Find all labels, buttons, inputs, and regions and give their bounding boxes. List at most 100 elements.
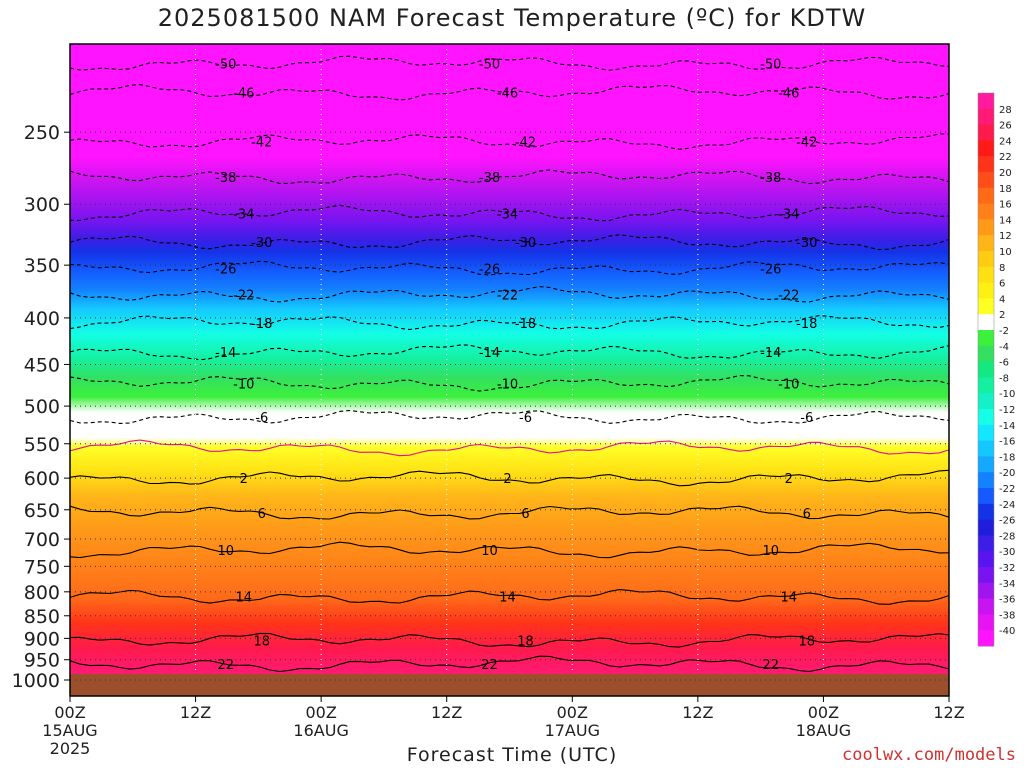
contour-label: -30 xyxy=(515,236,536,251)
colorbar-label: 16 xyxy=(999,200,1012,211)
contour-18 xyxy=(69,632,950,648)
colorbar-label: -6 xyxy=(999,358,1009,369)
contour-label: -34 xyxy=(497,207,518,222)
contour-label: -50 xyxy=(479,57,500,72)
x-tick-label: 12Z xyxy=(180,703,211,722)
colorbar-swatch xyxy=(978,456,994,473)
contour-label: 2 xyxy=(785,472,793,487)
contour-label: -42 xyxy=(796,136,817,151)
colorbar-label: 24 xyxy=(999,136,1012,147)
x-tick-year: 2025 xyxy=(50,739,91,758)
colorbar-label: 28 xyxy=(999,105,1012,116)
colorbar-swatch xyxy=(978,345,994,363)
colorbar-label: -28 xyxy=(999,531,1015,542)
colorbar-swatch xyxy=(978,108,994,126)
contour-label: -38 xyxy=(479,171,500,186)
colorbar-label: -34 xyxy=(999,579,1015,590)
contour--6 xyxy=(69,409,950,424)
contour-10 xyxy=(69,541,950,559)
colorbar-label: 14 xyxy=(999,215,1012,226)
contour-label: -30 xyxy=(796,236,817,251)
contour-label: -46 xyxy=(233,86,254,101)
contour-label: -10 xyxy=(497,377,518,392)
contour-label: 18 xyxy=(517,635,534,650)
x-tick-label: 12Z xyxy=(933,703,964,722)
y-tick-label: 350 xyxy=(24,255,60,277)
contour-label: -6 xyxy=(255,411,268,426)
colorbar-label: -8 xyxy=(999,373,1009,384)
contour-label: 14 xyxy=(236,591,253,606)
contour-22 xyxy=(69,655,950,673)
y-tick-label: 300 xyxy=(24,194,60,216)
contour-label: -46 xyxy=(497,86,518,101)
colorbar-swatch xyxy=(978,282,994,299)
contour-label: -14 xyxy=(479,346,500,361)
colorbar-label: -4 xyxy=(999,342,1009,353)
contour--22 xyxy=(69,286,950,303)
colorbar-swatch xyxy=(978,582,994,600)
colorbar-label: 26 xyxy=(999,121,1012,132)
colorbar-label: -22 xyxy=(999,484,1015,495)
contour-label: 14 xyxy=(499,591,516,606)
colorbar-label: 10 xyxy=(999,247,1012,258)
colorbar-label: 18 xyxy=(999,184,1012,195)
contour-label: 10 xyxy=(218,544,235,559)
colorbar-swatch xyxy=(978,535,994,552)
y-tick-label: 550 xyxy=(24,434,60,456)
contour-label: -34 xyxy=(233,207,254,222)
x-tick-date: 18AUG xyxy=(796,721,851,740)
contour-6 xyxy=(69,505,950,520)
colorbar-swatch xyxy=(978,140,994,157)
colorbar-label: -20 xyxy=(999,468,1015,479)
colorbar-label: -12 xyxy=(999,405,1015,416)
colorbar-swatch xyxy=(978,156,994,173)
y-tick-label: 750 xyxy=(24,556,60,578)
contour-label: 6 xyxy=(803,507,811,522)
contour-label: -18 xyxy=(796,317,817,332)
contour-label: -38 xyxy=(215,171,236,186)
credit-link[interactable]: coolwx.com/models xyxy=(842,745,1016,765)
x-tick-label: 00Z xyxy=(305,703,336,722)
y-tick-label: 250 xyxy=(24,122,60,144)
contour-label: -26 xyxy=(479,263,500,278)
colorbar-label: 8 xyxy=(999,263,1005,274)
x-tick-date: 16AUG xyxy=(293,721,348,740)
y-tick-label: 600 xyxy=(24,468,60,490)
colorbar-swatch xyxy=(978,409,994,426)
contour--46 xyxy=(69,84,950,101)
contour-label: 2 xyxy=(240,472,248,487)
contour--26 xyxy=(69,260,950,276)
colorbar-swatch xyxy=(978,93,994,110)
colorbar-label: 12 xyxy=(999,231,1012,242)
y-tick-label: 700 xyxy=(24,529,60,551)
y-tick-label: 950 xyxy=(24,650,60,672)
contour-label: -22 xyxy=(233,289,254,304)
contour--38 xyxy=(69,169,950,185)
contour-label: -26 xyxy=(760,263,781,278)
x-tick-label: 00Z xyxy=(54,703,85,722)
colorbar-swatch xyxy=(978,251,994,268)
contour--30 xyxy=(69,234,950,251)
colorbar-label: -2 xyxy=(999,326,1009,337)
x-tick-label: 12Z xyxy=(431,703,462,722)
y-tick-label: 650 xyxy=(24,500,60,522)
y-tick-label: 1000 xyxy=(12,670,60,692)
contour--10 xyxy=(69,375,950,392)
colorbar-swatch xyxy=(978,519,994,536)
colorbar-swatch xyxy=(978,440,994,457)
colorbar-swatch xyxy=(978,203,994,220)
contour-label: -22 xyxy=(497,289,518,304)
colorbar-swatch xyxy=(978,503,994,521)
contour-label: -30 xyxy=(251,236,272,251)
contour-label: -38 xyxy=(760,171,781,186)
contour-label: -42 xyxy=(251,136,272,151)
contour-label: -42 xyxy=(515,136,536,151)
colorbar-swatch xyxy=(978,393,994,410)
colorbar-swatch xyxy=(978,614,994,631)
colorbar-swatch xyxy=(978,551,994,568)
chart-title: 2025081500 NAM Forecast Temperature (ºC)… xyxy=(157,4,867,32)
contour--50 xyxy=(69,55,950,71)
contour-label: -6 xyxy=(800,411,813,426)
colorbar-label: -30 xyxy=(999,547,1015,558)
contour-label: -18 xyxy=(251,317,272,332)
